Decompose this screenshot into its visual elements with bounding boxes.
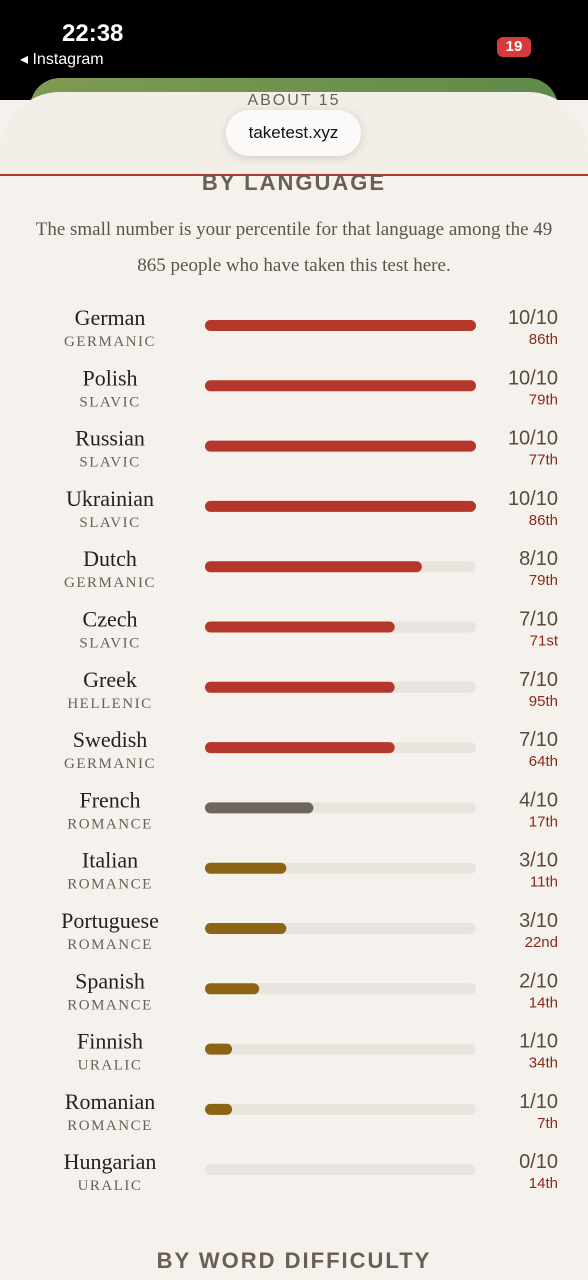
- language-family: SLAVIC: [79, 394, 140, 410]
- percentile: 14th: [529, 994, 558, 1011]
- partial-title: ABOUT 15: [247, 92, 341, 109]
- percentile: 86th: [529, 331, 558, 348]
- language-name: Finnish: [77, 1029, 143, 1054]
- score-label: 3/10: [519, 850, 558, 872]
- score-bar: [205, 621, 395, 633]
- language-family: ROMANCE: [67, 877, 153, 893]
- language-family: ROMANCE: [67, 1118, 153, 1134]
- language-name: Greek: [83, 667, 137, 692]
- percentile: 95th: [529, 693, 558, 710]
- language-name: Portuguese: [61, 908, 159, 933]
- score-label: 10/10: [508, 488, 558, 510]
- percentile: 77th: [529, 452, 558, 469]
- language-name: Romanian: [65, 1089, 155, 1114]
- percentile: 64th: [529, 753, 558, 770]
- score-label: 8/10: [519, 548, 558, 570]
- score-bar: [205, 802, 314, 814]
- language-family: SLAVIC: [79, 636, 140, 652]
- score-label: 10/10: [508, 307, 558, 329]
- language-family: GERMANIC: [64, 334, 156, 350]
- percentile: 79th: [529, 391, 558, 408]
- language-chart: German GERMANIC 10/10 86th Polish SLAVIC 10/10…: [61, 305, 559, 1194]
- score-bar: [205, 440, 476, 452]
- language-family: GERMANIC: [64, 575, 156, 591]
- back-app[interactable]: ◂ Instagram: [20, 51, 104, 68]
- percentile: 11th: [530, 874, 558, 891]
- percentile: 34th: [529, 1055, 558, 1072]
- score-bar: [205, 1103, 233, 1115]
- score-label: 3/10: [519, 910, 558, 932]
- language-name: Ukrainian: [66, 486, 154, 511]
- language-name: Dutch: [83, 546, 137, 571]
- next-section-title: BY WORD DIFFICULTY: [156, 1248, 432, 1273]
- language-family: URALIC: [78, 1178, 143, 1194]
- percentile: 22nd: [525, 934, 558, 951]
- bar-track: [205, 1164, 476, 1176]
- language-name: Russian: [75, 426, 145, 451]
- language-name: Hungarian: [64, 1149, 157, 1174]
- score-bar: [205, 923, 287, 934]
- description: The small number is your percentile for …: [35, 219, 553, 276]
- language-family: ROMANCE: [67, 816, 153, 832]
- percentile: 79th: [529, 572, 558, 589]
- score-bar: [205, 1043, 233, 1055]
- language-family: ROMANCE: [67, 997, 153, 1013]
- score-label: 10/10: [508, 367, 558, 389]
- percentile: 14th: [529, 1175, 558, 1192]
- language-name: Polish: [82, 365, 137, 390]
- language-family: URALIC: [78, 1058, 143, 1074]
- language-name: French: [79, 787, 140, 812]
- back-app-label[interactable]: Instagram: [32, 51, 104, 68]
- bar-track: [205, 983, 476, 995]
- score-label: 1/10: [519, 1031, 558, 1053]
- score-bar: [205, 500, 476, 512]
- score-label: 10/10: [508, 428, 558, 450]
- language-name: Spanish: [75, 968, 145, 993]
- section-title: BY LANGUAGE: [201, 170, 387, 195]
- score-bar: [205, 320, 476, 331]
- percentile: 17th: [529, 813, 558, 830]
- language-family: HELLENIC: [67, 696, 152, 712]
- url-pill[interactable]: taketest.xyz: [226, 110, 361, 156]
- score-bar: [205, 561, 422, 573]
- score-label: 1/10: [519, 1091, 558, 1113]
- score-bar: [205, 742, 395, 754]
- score-label: 4/10: [519, 789, 558, 811]
- bar-track: [205, 1043, 476, 1055]
- score-bar: [205, 681, 395, 693]
- bar-track: [205, 1103, 476, 1115]
- score-label: 7/10: [519, 729, 558, 751]
- language-family: ROMANCE: [67, 937, 153, 953]
- percentile: 71st: [530, 633, 559, 650]
- battery: 19: [497, 37, 531, 57]
- score-label: 7/10: [519, 669, 558, 691]
- percentile: 86th: [529, 512, 558, 529]
- score-bar: [205, 983, 260, 995]
- language-family: SLAVIC: [79, 515, 140, 531]
- time: 22:38: [62, 20, 124, 47]
- language-name: Italian: [82, 848, 138, 873]
- language-family: GERMANIC: [64, 756, 156, 772]
- score-bar: [205, 380, 476, 392]
- percentile: 7th: [537, 1115, 558, 1132]
- score-label: 2/10: [519, 970, 558, 992]
- score-bar: [205, 862, 287, 874]
- score-label: 0/10: [519, 1151, 558, 1173]
- score-label: 7/10: [519, 609, 558, 631]
- language-name: German: [75, 305, 146, 330]
- language-name: Czech: [83, 607, 138, 632]
- language-family: SLAVIC: [79, 455, 140, 471]
- language-name: Swedish: [73, 727, 148, 752]
